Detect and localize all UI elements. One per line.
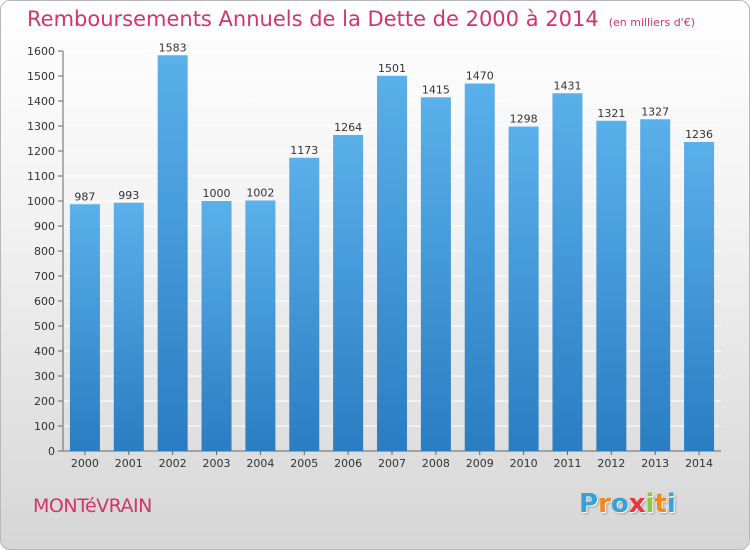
y-tick-label: 400: [34, 345, 55, 358]
y-tick-label: 900: [34, 220, 55, 233]
y-tick-label: 700: [34, 270, 55, 283]
x-tick-label: 2002: [159, 457, 187, 470]
x-tick-label: 2012: [597, 457, 625, 470]
y-tick-label: 1200: [27, 145, 55, 158]
value-label: 1583: [159, 41, 187, 54]
value-label: 1327: [641, 105, 669, 118]
value-label: 1298: [510, 113, 538, 126]
chart-title: Remboursements Annuels de la Dette de 20…: [27, 7, 695, 31]
y-tick-label: 800: [34, 245, 55, 258]
y-tick-label: 0: [48, 445, 55, 458]
bar: [289, 157, 320, 451]
bar: [552, 93, 583, 451]
proxiti-logo: Proxiti: [579, 489, 676, 519]
x-tick-label: 2001: [115, 457, 143, 470]
bar: [640, 119, 671, 451]
bar: [420, 97, 451, 451]
x-tick-label: 2014: [685, 457, 713, 470]
value-label: 1431: [553, 79, 581, 92]
value-label: 1000: [203, 187, 231, 200]
x-tick-label: 2004: [246, 457, 274, 470]
value-label: 1470: [466, 70, 494, 83]
value-label: 1173: [290, 144, 318, 157]
value-labels: 987 993 1583 1000 1002 1173 1264 1501 1415 1470 12…: [74, 41, 713, 203]
x-tick-label: 2006: [334, 457, 362, 470]
logo-letter: x: [628, 489, 646, 519]
bar: [201, 201, 232, 451]
value-label: 1415: [422, 83, 450, 96]
y-tick-label: 1600: [27, 45, 55, 58]
bar: [157, 55, 188, 451]
bar: [245, 200, 276, 451]
bar: [333, 135, 364, 451]
value-label: 1236: [685, 128, 713, 141]
y-tick-label: 1400: [27, 95, 55, 108]
logo-letter: r: [598, 489, 611, 519]
bars: [69, 55, 715, 451]
bar: [69, 204, 100, 451]
logo-letter: i: [666, 489, 676, 519]
bar: [684, 142, 715, 451]
value-label: 993: [118, 189, 139, 202]
x-tick-label: 2011: [553, 457, 581, 470]
value-label: 1002: [246, 187, 274, 200]
logo-letter: P: [579, 489, 599, 519]
chart-title-text: Remboursements Annuels de la Dette de 20…: [27, 7, 599, 31]
y-tick-label: 1000: [27, 195, 55, 208]
chart-unit: (en milliers d'€): [608, 16, 695, 29]
y-tick-label: 200: [34, 395, 55, 408]
x-tick-label: 2000: [71, 457, 99, 470]
bar: [464, 83, 495, 451]
city-name: MONTéVRAIN: [33, 495, 152, 517]
y-tick-label: 1100: [27, 170, 55, 183]
bar: [508, 126, 539, 451]
x-tick-label: 2010: [510, 457, 538, 470]
y-tick-label: 300: [34, 370, 55, 383]
x-tick-label: 2007: [378, 457, 406, 470]
x-tick-label: 2013: [641, 457, 669, 470]
logo-letter: o: [610, 489, 629, 519]
logo-letter: t: [654, 489, 667, 519]
logo-letter: i: [645, 489, 655, 519]
x-tick-label: 2005: [290, 457, 318, 470]
value-label: 1264: [334, 121, 362, 134]
x-tick-label: 2009: [466, 457, 494, 470]
y-tick-label: 1300: [27, 120, 55, 133]
y-tick-label: 600: [34, 295, 55, 308]
value-label: 1321: [597, 107, 625, 120]
y-tick-label: 500: [34, 320, 55, 333]
y-tick-label: 100: [34, 420, 55, 433]
value-label: 1501: [378, 62, 406, 75]
bar: [377, 75, 407, 451]
value-label: 987: [74, 190, 95, 203]
x-tick-label: 2008: [422, 457, 450, 470]
axes: 0 100 200 300 400 500 600 700 800 900 1000 1100 1200…: [27, 45, 721, 470]
y-tick-label: 1500: [27, 70, 55, 83]
x-tick-label: 2003: [203, 457, 231, 470]
bar: [596, 120, 627, 451]
bar: [113, 202, 144, 451]
